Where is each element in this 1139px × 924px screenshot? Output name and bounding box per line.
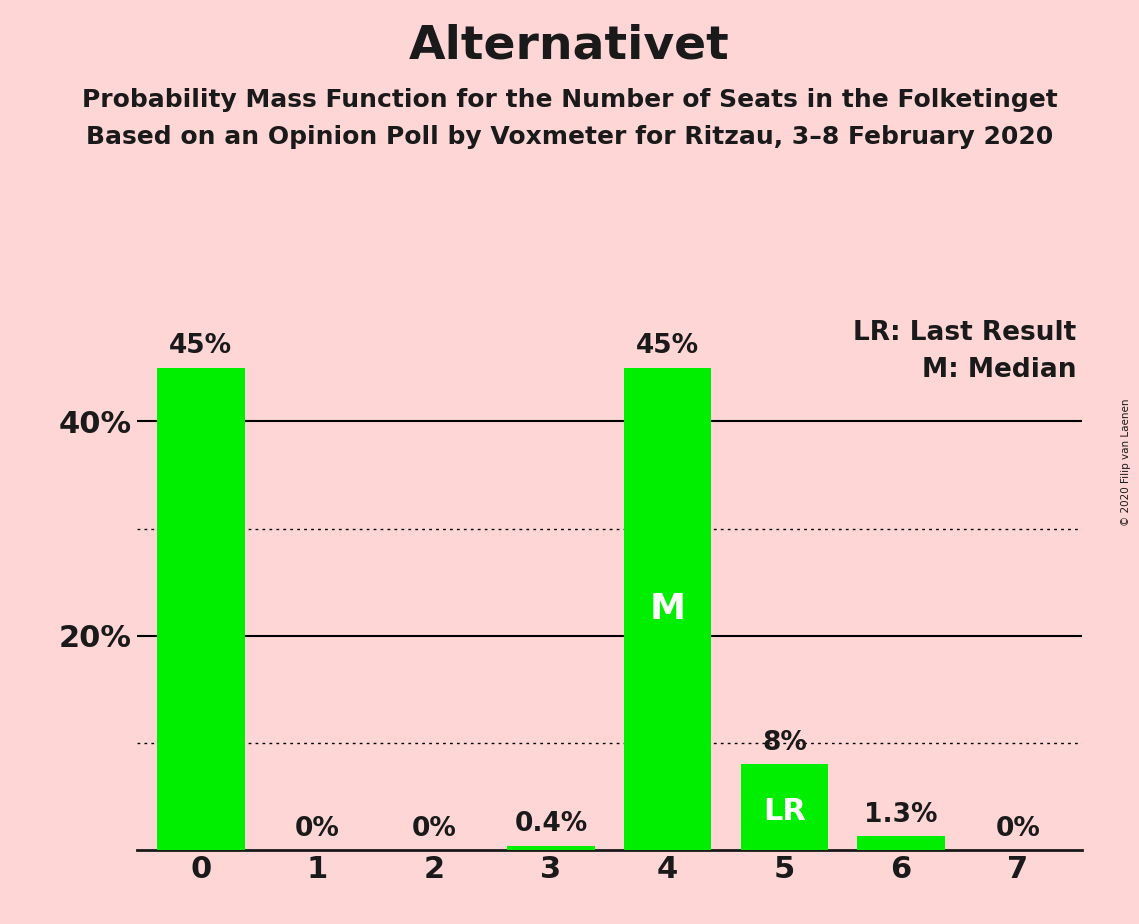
Text: 45%: 45% (170, 334, 232, 359)
Bar (157, 368, 245, 850)
Text: 45%: 45% (637, 334, 699, 359)
Text: Alternativet: Alternativet (409, 23, 730, 68)
Text: 0%: 0% (995, 816, 1040, 842)
Text: LR: Last Result: LR: Last Result (853, 320, 1076, 346)
Text: 8%: 8% (762, 730, 806, 756)
Text: 0%: 0% (295, 816, 341, 842)
Text: LR: LR (763, 797, 806, 826)
Text: Probability Mass Function for the Number of Seats in the Folketinget: Probability Mass Function for the Number… (82, 88, 1057, 112)
Bar (624, 368, 712, 850)
Text: 1.3%: 1.3% (865, 802, 937, 828)
Bar (507, 845, 595, 850)
Text: Based on an Opinion Poll by Voxmeter for Ritzau, 3–8 February 2020: Based on an Opinion Poll by Voxmeter for… (85, 125, 1054, 149)
Text: 0%: 0% (412, 816, 457, 842)
Bar (858, 836, 945, 850)
Text: © 2020 Filip van Laenen: © 2020 Filip van Laenen (1121, 398, 1131, 526)
Text: M: Median: M: Median (921, 357, 1076, 383)
Text: M: M (649, 592, 686, 626)
Bar (740, 764, 828, 850)
Text: 0.4%: 0.4% (515, 811, 588, 837)
